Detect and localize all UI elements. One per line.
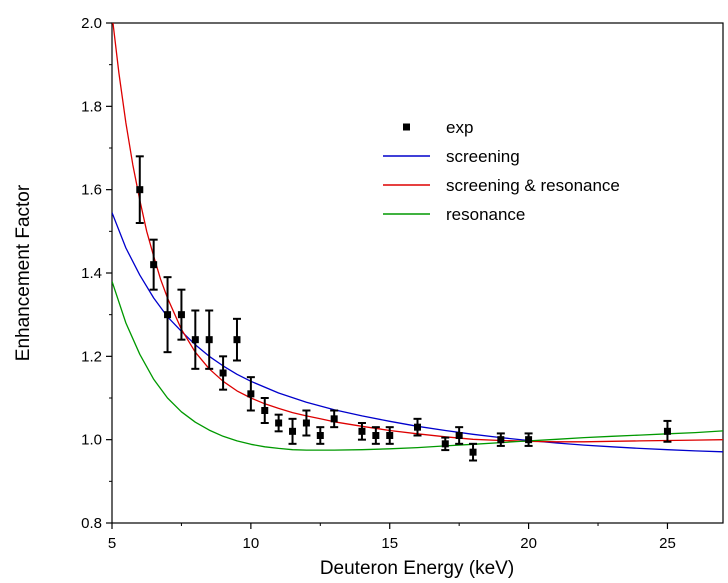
x-tick-label: 5 (108, 535, 116, 552)
y-tick-label: 0.8 (81, 515, 102, 532)
data-point (469, 442, 478, 462)
data-point (357, 422, 366, 441)
data-point (455, 426, 464, 445)
curve-screening (112, 212, 723, 453)
data-point (316, 426, 325, 445)
legend-item: screening (383, 147, 520, 166)
curve-resonance (112, 281, 723, 451)
x-tick-label: 20 (520, 535, 537, 552)
legend-item: screening & resonance (383, 176, 620, 195)
data-point (232, 317, 241, 362)
data-point (177, 288, 186, 341)
data-point (413, 417, 422, 437)
x-tick-label: 15 (381, 535, 398, 552)
data-point (274, 413, 283, 433)
legend-label: resonance (446, 205, 525, 224)
data-point (219, 355, 228, 391)
y-tick-label: 1.8 (81, 98, 102, 115)
data-point (441, 436, 450, 452)
legend-item: exp (403, 118, 473, 137)
legend: exp screening screening & resonance resonan… (383, 118, 620, 224)
data-point (191, 309, 200, 370)
exp-points (135, 155, 672, 462)
legend-label: screening & resonance (446, 176, 620, 195)
y-tick-label: 1.2 (81, 348, 102, 365)
data-point (371, 426, 380, 445)
x-tick-label: 10 (243, 535, 260, 552)
fit-curves (112, 23, 723, 453)
legend-label: screening (446, 147, 520, 166)
data-point (163, 276, 172, 354)
y-axis-title: Enhancement Factor (13, 184, 34, 361)
y-tick-label: 1.4 (81, 265, 102, 282)
curve-screening-resonance (112, 23, 723, 443)
data-point (524, 432, 533, 447)
data-point (302, 409, 311, 437)
data-point (385, 426, 394, 445)
x-axis-title: Deuteron Energy (keV) (320, 558, 514, 579)
data-point (149, 238, 158, 291)
data-point (260, 397, 269, 424)
data-point (496, 432, 505, 447)
y-tick-label: 2.0 (81, 15, 102, 32)
axis-ticks: 5 10 15 20 25 0.8 1.0 1.2 1.4 1.6 1.8 2.0 (81, 15, 676, 552)
data-point (288, 417, 297, 445)
data-point (135, 155, 144, 224)
x-tick-label: 25 (659, 535, 676, 552)
data-point (330, 409, 339, 429)
data-point (205, 309, 214, 370)
y-tick-label: 1.6 (81, 182, 102, 199)
legend-item: resonance (383, 205, 525, 224)
data-point (246, 376, 255, 412)
legend-label: exp (446, 118, 473, 137)
y-tick-label: 1.0 (81, 432, 102, 449)
data-point (663, 419, 672, 443)
legend-swatch (403, 123, 410, 131)
